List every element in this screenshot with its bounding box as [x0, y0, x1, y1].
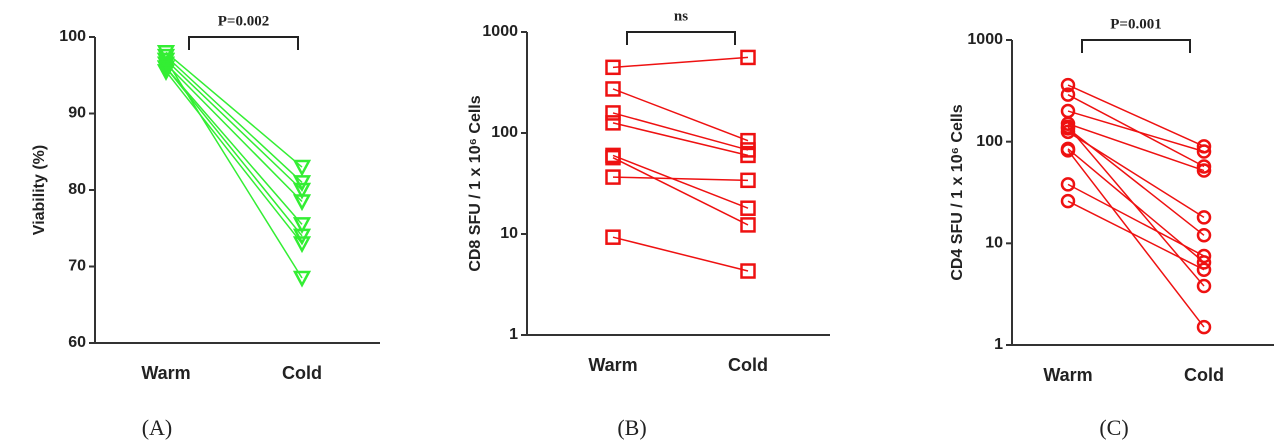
data-point	[740, 172, 756, 189]
data-point	[1060, 124, 1076, 140]
pair-line	[612, 112, 749, 151]
data-point	[1196, 163, 1212, 178]
caption: (A)	[142, 415, 173, 440]
data-point	[1060, 193, 1076, 209]
data-point	[1196, 255, 1212, 270]
data-point	[1196, 228, 1212, 243]
pair-line	[165, 51, 303, 168]
data-point	[605, 229, 621, 245]
data-point	[292, 182, 312, 200]
data-point	[1196, 319, 1212, 335]
y-tick-label: 90	[68, 105, 86, 122]
y-tick-label: 100	[491, 124, 518, 141]
data-point	[1060, 87, 1076, 102]
y-tick-label: 100	[59, 28, 86, 45]
data-point	[740, 200, 756, 216]
pair-line	[612, 176, 749, 182]
data-point	[1196, 144, 1212, 159]
pair-line	[1067, 131, 1205, 219]
y-tick-label: 10	[985, 235, 1003, 252]
data-point	[292, 217, 312, 235]
pair-line	[1067, 84, 1205, 148]
y-tick-label: 70	[68, 258, 86, 275]
data-point	[740, 132, 756, 149]
y-tick-label: 1000	[482, 23, 518, 40]
data-point	[1060, 119, 1076, 135]
data-point	[1060, 143, 1076, 158]
data-point	[1196, 278, 1212, 294]
pair-line	[1067, 110, 1205, 153]
annotation: ns	[674, 8, 688, 24]
data-point	[1060, 177, 1076, 192]
pair-line	[165, 70, 303, 245]
pair-line	[165, 59, 303, 279]
data-point	[740, 217, 756, 233]
caption: (B)	[617, 415, 646, 440]
x-tick-label: Warm	[588, 355, 637, 375]
data-point	[292, 194, 312, 212]
y-tick-label: 100	[976, 133, 1003, 150]
data-point	[292, 159, 312, 177]
y-axis-label: Viability (%)	[31, 145, 48, 235]
caption: (C)	[1099, 415, 1128, 440]
data-point	[292, 270, 312, 288]
pair-line	[165, 67, 303, 225]
pair-line	[1067, 123, 1205, 172]
data-point	[605, 59, 621, 76]
pair-line	[165, 55, 303, 183]
data-point	[605, 105, 621, 121]
annotation: P=0.001	[1110, 16, 1161, 32]
significance-bracket	[188, 36, 299, 50]
data-point	[156, 52, 176, 70]
x-tick-label: Cold	[728, 355, 768, 375]
y-tick-label: 60	[68, 334, 86, 351]
pair-line	[612, 56, 749, 69]
y-tick-label: 1000	[967, 31, 1003, 48]
data-point	[1196, 210, 1212, 225]
pair-line	[612, 122, 749, 157]
data-point	[156, 60, 176, 78]
data-point	[740, 49, 756, 66]
data-point	[1196, 262, 1212, 277]
data-point	[740, 263, 756, 279]
data-point	[1196, 248, 1212, 264]
data-point	[292, 236, 312, 254]
x-tick-label: Warm	[141, 363, 190, 383]
data-point	[1196, 139, 1212, 154]
data-point	[605, 115, 621, 131]
data-point	[605, 81, 621, 97]
x-tick-label: Warm	[1043, 365, 1092, 385]
y-tick-label: 1	[509, 326, 518, 343]
y-tick-label: 80	[68, 181, 86, 198]
significance-bracket	[626, 31, 736, 45]
pair-line	[612, 88, 749, 142]
pair-line	[612, 154, 749, 209]
pair-line	[612, 236, 749, 272]
y-axis-label: CD8 SFU / 1 x 10⁶ Cells	[467, 95, 484, 271]
x-tick-label: Cold	[282, 363, 322, 383]
y-tick-label: 1	[994, 336, 1003, 353]
data-point	[605, 149, 621, 166]
pair-line	[1067, 183, 1205, 257]
data-point	[605, 169, 621, 185]
x-tick-label: Cold	[1184, 365, 1224, 385]
y-axis-label: CD4 SFU / 1 x 10⁶ Cells	[949, 104, 966, 280]
significance-bracket	[1081, 39, 1191, 53]
data-point	[740, 147, 756, 164]
y-tick-label: 10	[500, 225, 518, 242]
pair-line	[165, 63, 303, 203]
pair-line	[612, 156, 749, 226]
annotation: P=0.002	[218, 13, 269, 29]
data-point	[1060, 77, 1076, 93]
pair-line	[1067, 149, 1205, 328]
pair-line	[1067, 200, 1205, 271]
pair-line	[165, 59, 303, 191]
